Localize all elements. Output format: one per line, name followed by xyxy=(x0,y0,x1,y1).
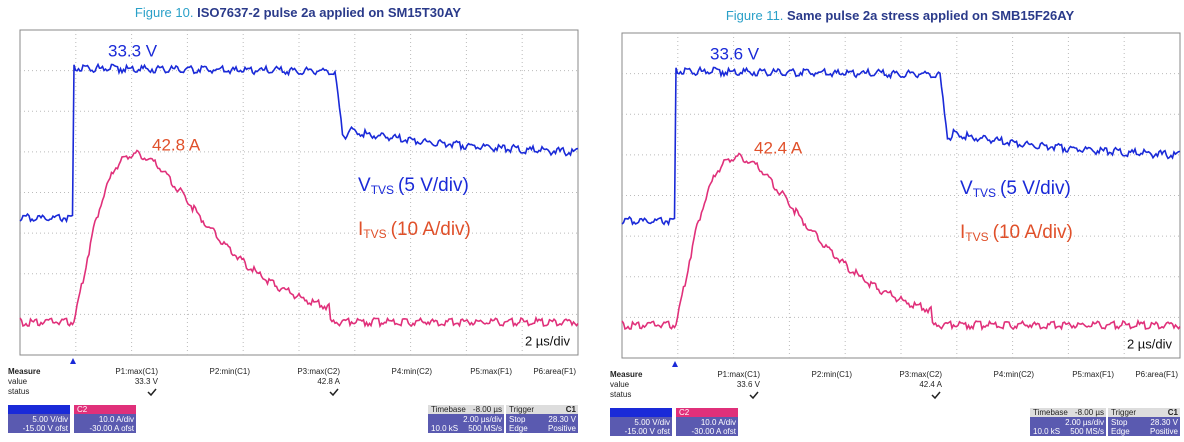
measure-param: P6:area(F1) xyxy=(1135,370,1178,379)
measure-param: P3:max(C2) xyxy=(899,370,942,379)
c1-head xyxy=(610,408,672,417)
measure-value: 33.3 V xyxy=(135,377,159,386)
caption-label: Figure 10. xyxy=(135,5,194,20)
c1-head xyxy=(8,405,70,414)
horizontal-scale: 2.00 µs/div xyxy=(463,415,502,424)
c2-offset: -30.00 A ofst xyxy=(90,424,135,433)
check-icon xyxy=(148,389,156,395)
check-icon xyxy=(932,392,940,398)
measure-param: P5:max(F1) xyxy=(1072,370,1114,379)
horizontal-scale: 2.00 µs/div xyxy=(1065,418,1104,427)
caption-title: ISO7637-2 pulse 2a applied on SM15T30AY xyxy=(197,5,461,20)
trigger-level: 28.30 V xyxy=(1150,418,1178,427)
measure-row: status xyxy=(610,390,631,399)
measure-param: P4:min(C2) xyxy=(994,370,1035,379)
page: Figure 10. ISO7637-2 pulse 2a applied on… xyxy=(0,0,1184,437)
measure-row: value xyxy=(8,377,28,386)
c1-offset: -15.00 V ofst xyxy=(23,424,69,433)
trigger-level: 28.30 V xyxy=(548,415,576,424)
caption: Figure 10. ISO7637-2 pulse 2a applied on… xyxy=(135,5,461,20)
trace-scale: (10 A/div) xyxy=(993,222,1073,243)
caption: Figure 11. Same pulse 2a stress applied … xyxy=(726,8,1075,23)
check-icon xyxy=(330,389,338,395)
c1-offset: -15.00 V ofst xyxy=(625,427,671,436)
measure-param: P6:area(F1) xyxy=(533,367,576,376)
trigger-channel: C1 xyxy=(566,405,577,414)
trace-sub: TVS xyxy=(371,183,394,197)
peak-voltage: 33.6 V xyxy=(710,44,760,63)
measure-value: 33.6 V xyxy=(737,380,761,389)
measure-param: P5:max(F1) xyxy=(470,367,512,376)
measure-row: status xyxy=(8,387,29,396)
c2-scale: 10.0 A/div xyxy=(701,418,736,427)
measure-value: 42.8 A xyxy=(317,377,340,386)
measure-param: P2:min(C1) xyxy=(812,370,853,379)
c1-scale: 5.00 V/div xyxy=(32,415,68,424)
trigger-slope: Positive xyxy=(1150,427,1179,436)
timebase-value: -8.00 µs xyxy=(473,405,502,414)
peak-current: 42.4 A xyxy=(754,138,803,157)
trigger-channel: C1 xyxy=(1168,408,1179,417)
measure-heading: Measure xyxy=(8,367,41,376)
time-div: 2 µs/div xyxy=(525,333,571,348)
c2-scale: 10.0 A/div xyxy=(99,415,134,424)
trace-name: V xyxy=(960,178,973,199)
peak-current: 42.8 A xyxy=(152,135,201,154)
sample-rate: 500 MS/s xyxy=(1070,427,1104,436)
trace-name: V xyxy=(358,175,371,196)
trigger-coupling: Edge xyxy=(1111,427,1130,436)
trigger-slope: Positive xyxy=(548,424,577,433)
c2-name: C2 xyxy=(679,408,690,417)
c1-scale: 5.00 V/div xyxy=(634,418,670,427)
trace-sub: TVS xyxy=(965,230,988,244)
measure-param: P4:min(C2) xyxy=(392,367,433,376)
timebase-label: Timebase xyxy=(431,405,466,414)
measure-param: P1:max(C1) xyxy=(717,370,760,379)
trigger-mode: Stop xyxy=(1111,418,1128,427)
sample-rate: 500 MS/s xyxy=(468,424,502,433)
peak-voltage: 33.3 V xyxy=(108,41,158,60)
measure-param: P3:max(C2) xyxy=(297,367,340,376)
sample-count: 10.0 kS xyxy=(1033,427,1060,436)
sample-count: 10.0 kS xyxy=(431,424,458,433)
measure-row: value xyxy=(610,380,630,389)
c2-offset: -30.00 A ofst xyxy=(692,427,737,436)
caption-title: Same pulse 2a stress applied on SMB15F26… xyxy=(787,8,1074,23)
trace-sub: TVS xyxy=(973,186,996,200)
measure-param: P1:max(C1) xyxy=(115,367,158,376)
c2-name: C2 xyxy=(77,405,88,414)
check-icon xyxy=(750,392,758,398)
trigger-marker xyxy=(672,361,678,367)
measure-heading: Measure xyxy=(610,370,643,379)
trigger-marker xyxy=(70,358,76,364)
trace-scale: (5 V/div) xyxy=(398,175,469,196)
measure-value: 42.4 A xyxy=(919,380,942,389)
figure: Figure 11. Same pulse 2a stress applied … xyxy=(610,8,1180,436)
trigger-label: Trigger xyxy=(1111,408,1136,417)
trace-sub: TVS xyxy=(363,227,386,241)
caption-label: Figure 11. xyxy=(726,8,784,23)
timebase-label: Timebase xyxy=(1033,408,1068,417)
figure: Figure 10. ISO7637-2 pulse 2a applied on… xyxy=(8,5,578,433)
time-div: 2 µs/div xyxy=(1127,336,1173,351)
trigger-coupling: Edge xyxy=(509,424,528,433)
trace-scale: (5 V/div) xyxy=(1000,178,1071,199)
timebase-value: -8.00 µs xyxy=(1075,408,1104,417)
trace-scale: (10 A/div) xyxy=(391,219,471,240)
measure-param: P2:min(C1) xyxy=(210,367,251,376)
trigger-label: Trigger xyxy=(509,405,534,414)
trigger-mode: Stop xyxy=(509,415,526,424)
